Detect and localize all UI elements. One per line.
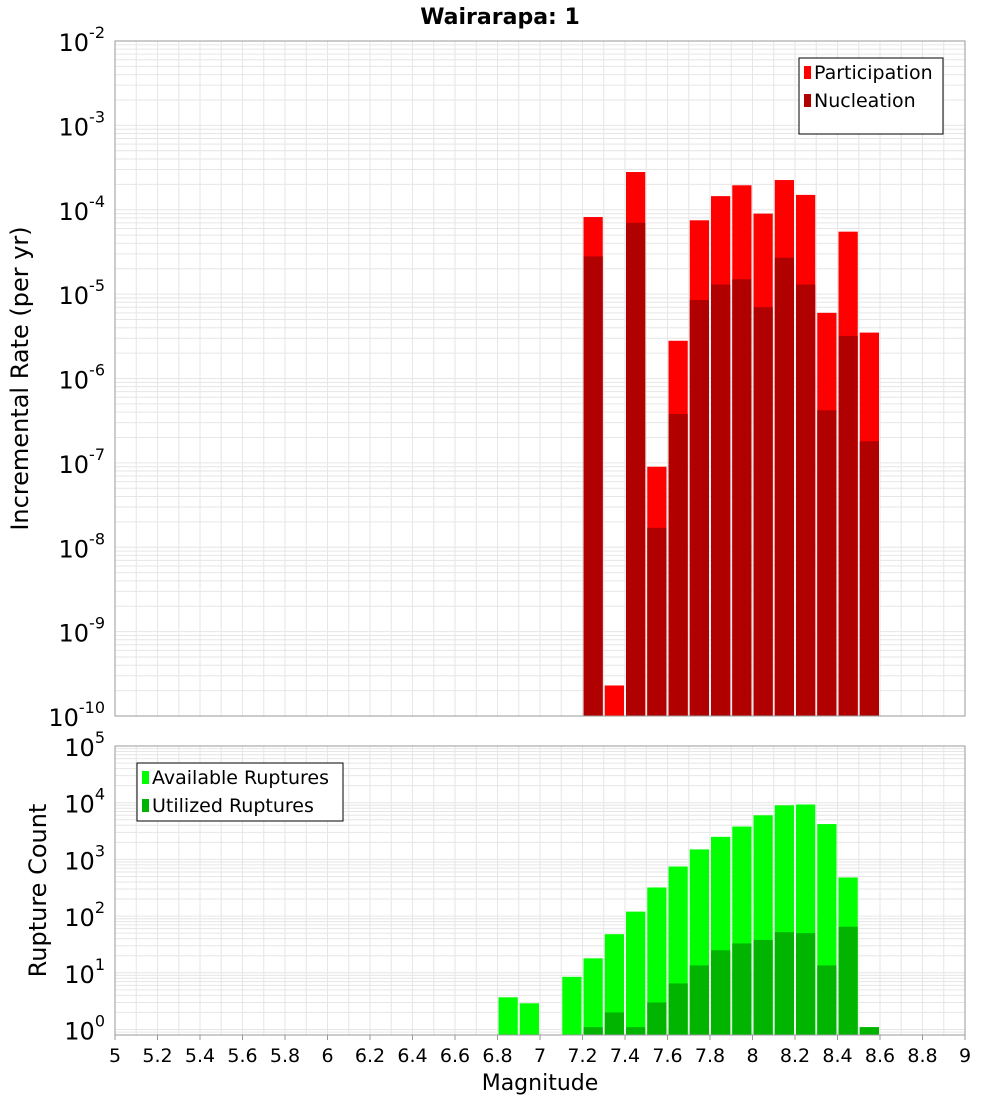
x-tick-label: 6.6	[440, 1045, 470, 1067]
x-tick-label: 6.8	[482, 1045, 512, 1067]
bar-utilized-ruptures	[859, 1027, 879, 1035]
bar-nucleation	[689, 300, 709, 716]
legend-label: Available Ruptures	[152, 767, 329, 789]
bar-utilized-ruptures	[817, 965, 837, 1035]
bar-nucleation	[647, 527, 667, 716]
x-tick-label: 6	[321, 1045, 333, 1067]
x-tick-label: 7.8	[695, 1045, 725, 1067]
y-tick-label: 10-6	[59, 361, 106, 395]
x-tick-label: 7	[534, 1045, 546, 1067]
x-tick-label: 7.4	[610, 1045, 640, 1067]
y-tick-label: 10-3	[59, 107, 106, 141]
grid-lines	[114, 40, 966, 717]
legend-swatch	[142, 799, 149, 812]
bar-available-ruptures	[647, 887, 667, 1035]
legend-box	[136, 762, 344, 822]
y-tick-labels: 10-10 10-9 10-8 10-7 10-6 10-5 10-4 10-3 10-2	[48, 23, 105, 732]
chart-title: Wairarapa: 1	[420, 5, 580, 30]
bar-nucleation	[732, 279, 752, 716]
bar-nucleation	[668, 413, 688, 716]
x-tick-label: 9	[959, 1045, 971, 1067]
bottom-panel-rupture-plot: 100 101 102 103 104 105 Rupture Count Available…	[24, 728, 966, 1046]
bar-utilized-ruptures	[626, 1027, 646, 1035]
y-tick-label: 103	[64, 841, 105, 875]
x-axis-label: Magnitude	[482, 1071, 599, 1096]
x-tick-label: 7.2	[567, 1045, 597, 1067]
bar-utilized-ruptures	[647, 1002, 667, 1035]
y-tick-label: 105	[64, 728, 105, 762]
x-tick-label: 6.4	[397, 1045, 427, 1067]
bar-available-ruptures	[519, 1003, 539, 1035]
legend-swatch	[804, 94, 811, 107]
y-axis-label: Incremental Rate (per yr)	[6, 226, 34, 530]
y-tick-label: 10-10	[48, 698, 105, 732]
bar-available-ruptures	[626, 911, 646, 1035]
y-tick-label: 10-9	[59, 614, 106, 648]
y-tick-label: 101	[64, 955, 105, 989]
x-tick-label: 8.4	[822, 1045, 852, 1067]
bar-nucleation	[838, 335, 858, 716]
legend-label: Nucleation	[814, 90, 916, 112]
bar-nucleation	[711, 284, 731, 716]
bar-utilized-ruptures	[774, 932, 794, 1035]
y-tick-label: 10-8	[59, 529, 106, 563]
x-tick-label: 5.6	[227, 1045, 257, 1067]
x-tick-label: 8.8	[907, 1045, 937, 1067]
bar-utilized-ruptures	[796, 933, 816, 1035]
top-panel-rate-plot: 10-10 10-9 10-8 10-7 10-6 10-5 10-4 10-3 10-2 Inc…	[6, 23, 966, 732]
bars	[498, 804, 879, 1035]
x-tick-label: 5.2	[142, 1045, 172, 1067]
bar-utilized-ruptures	[838, 926, 858, 1035]
bar-utilized-ruptures	[711, 950, 731, 1035]
bar-nucleation	[859, 441, 879, 716]
bar-utilized-ruptures	[668, 983, 688, 1035]
bar-utilized-ruptures	[604, 1012, 624, 1035]
bar-nucleation	[753, 307, 773, 716]
bar-available-ruptures	[583, 958, 603, 1035]
y-tick-label: 104	[64, 785, 105, 819]
x-tick-labels: 5 5.2 5.4 5.6 5.8 6 6.2 6.4 6.6 6.8 7 7.2 7.4 7.6 7.8 8…	[109, 1035, 971, 1067]
bar-nucleation	[774, 257, 794, 716]
bar-nucleation	[796, 284, 816, 716]
legend-label: Utilized Ruptures	[152, 795, 314, 817]
bars	[583, 172, 879, 717]
x-tick-label: 5	[109, 1045, 121, 1067]
bar-nucleation	[817, 410, 837, 716]
legend-box	[798, 57, 944, 135]
bar-available-ruptures	[604, 934, 624, 1035]
bar-utilized-ruptures	[753, 939, 773, 1035]
y-tick-label: 10-2	[59, 23, 106, 57]
legend-label: Participation	[814, 62, 933, 84]
x-tick-label: 5.8	[270, 1045, 300, 1067]
x-tick-label: 8	[746, 1045, 758, 1067]
legend-swatch	[142, 771, 149, 784]
bar-utilized-ruptures	[689, 965, 709, 1035]
x-tick-label: 5.4	[185, 1045, 215, 1067]
y-tick-label: 102	[64, 898, 105, 932]
legend: Available Ruptures Utilized Ruptures	[136, 762, 344, 822]
bar-utilized-ruptures	[732, 943, 752, 1035]
x-tick-label: 8.6	[865, 1045, 895, 1067]
bar-utilized-ruptures	[583, 1027, 603, 1035]
x-tick-label: 7.6	[652, 1045, 682, 1067]
legend-swatch	[804, 66, 811, 79]
x-tick-label: 8.2	[780, 1045, 810, 1067]
y-tick-label: 100	[64, 1012, 105, 1046]
y-tick-label: 10-7	[59, 445, 106, 479]
x-tick-label: 6.2	[355, 1045, 385, 1067]
bar-nucleation	[626, 222, 646, 716]
y-axis-label: Rupture Count	[24, 804, 52, 978]
bar-available-ruptures	[498, 997, 518, 1035]
bar-nucleation	[583, 256, 603, 716]
y-tick-label: 10-4	[59, 192, 106, 226]
legend: Participation Nucleation	[798, 57, 944, 135]
plot-frame	[114, 40, 966, 717]
y-tick-labels: 100 101 102 103 104 105	[64, 728, 105, 1046]
y-tick-label: 10-5	[59, 276, 106, 310]
bar-participation	[604, 685, 624, 716]
bar-available-ruptures	[562, 976, 582, 1035]
